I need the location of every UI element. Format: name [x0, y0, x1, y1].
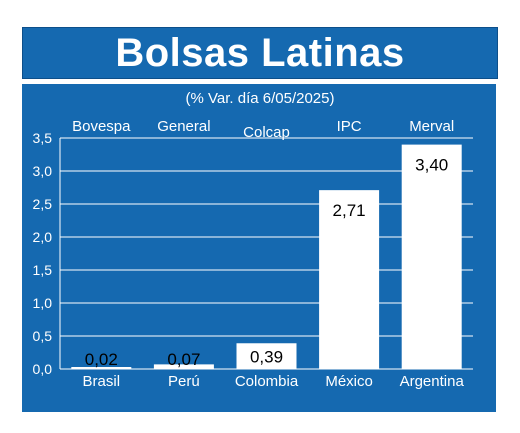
chart-title: Bolsas Latinas [115, 30, 405, 75]
y-tick-label: 3,5 [33, 130, 53, 146]
bar-perú [153, 364, 214, 369]
y-tick-label: 3,0 [33, 163, 53, 179]
x-tick-label: México [325, 373, 373, 390]
bar-argentina [401, 144, 462, 369]
index-label: IPC [337, 118, 362, 135]
chart-subtitle: (% Var. día 6/05/2025) [186, 90, 335, 107]
index-label: Bovespa [72, 118, 131, 135]
bar-brasil [71, 367, 132, 369]
title-banner: Bolsas Latinas [22, 27, 498, 79]
bar-colombia [236, 343, 297, 369]
data-label: 0,07 [167, 350, 200, 369]
y-tick-label: 1,0 [33, 295, 53, 311]
data-label: 3,40 [415, 156, 448, 175]
index-label: General [157, 118, 210, 135]
data-label: 2,71 [333, 201, 366, 220]
y-axis-ticks: 0,0 0,5 1,0 1,5 2,0 2,5 3,0 3,5 [33, 130, 53, 377]
index-label: Colcap [243, 124, 290, 141]
bar-méxico [319, 190, 380, 369]
x-tick-label: Brasil [83, 373, 121, 390]
y-tick-label: 0,0 [33, 361, 53, 377]
index-label: Merval [409, 118, 454, 135]
x-tick-label: Colombia [235, 373, 299, 390]
y-tick-label: 1,5 [33, 262, 53, 278]
y-tick-label: 2,0 [33, 229, 53, 245]
y-tick-label: 0,5 [33, 328, 53, 344]
labels: 0,02 Bovespa Brasil 0,07 General Perú 0,39 Colc… [72, 118, 464, 390]
x-tick-label: Perú [168, 373, 200, 390]
bars [71, 144, 462, 369]
y-tick-label: 2,5 [33, 196, 53, 212]
x-tick-label: Argentina [400, 373, 465, 390]
data-label: 0,39 [250, 347, 283, 366]
data-label: 0,02 [85, 350, 118, 369]
